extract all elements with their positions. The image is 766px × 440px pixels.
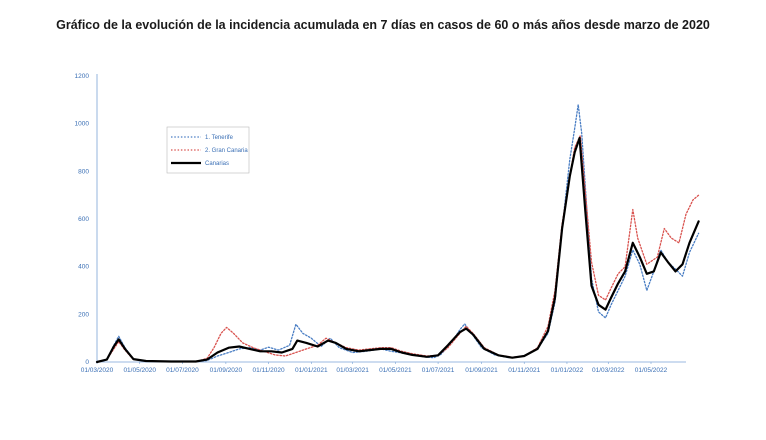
legend-label: 2. Gran Canaria	[205, 148, 248, 154]
y-tick-label: 800	[78, 168, 89, 175]
x-tick-label: 01/03/2021	[336, 367, 369, 374]
x-tick-label: 01/07/2020	[166, 367, 199, 374]
x-tick-label: 01/05/2020	[123, 367, 156, 374]
legend-label: Canarias	[205, 161, 229, 167]
x-tick-label: 01/07/2021	[422, 367, 455, 374]
x-tick-label: 01/09/2020	[210, 367, 243, 374]
y-tick-label: 400	[78, 264, 89, 271]
x-tick-label: 01/01/2022	[551, 367, 584, 374]
y-tick-label: 200	[78, 311, 89, 318]
legend-label: 1. Tenerife	[205, 135, 234, 141]
legend-box	[166, 126, 250, 174]
y-tick-label: 1200	[75, 73, 90, 80]
chart-title: Gráfico de la evolución de la incidencia…	[56, 18, 710, 32]
x-tick-label: 01/11/2021	[508, 367, 540, 374]
y-tick-label: 0	[85, 359, 89, 366]
x-tick-label: 01/11/2020	[253, 367, 285, 374]
x-tick-label: 01/05/2022	[635, 367, 668, 374]
x-tick-label: 01/03/2020	[81, 367, 114, 374]
y-tick-label: 1000	[75, 121, 90, 128]
x-tick-label: 01/09/2021	[465, 367, 498, 374]
series-line-canarias	[95, 136, 700, 364]
y-tick-label: 600	[78, 216, 89, 223]
x-tick-label: 01/03/2022	[592, 367, 625, 374]
x-tick-label: 01/05/2021	[379, 367, 412, 374]
x-tick-label: 01/01/2021	[295, 367, 328, 374]
